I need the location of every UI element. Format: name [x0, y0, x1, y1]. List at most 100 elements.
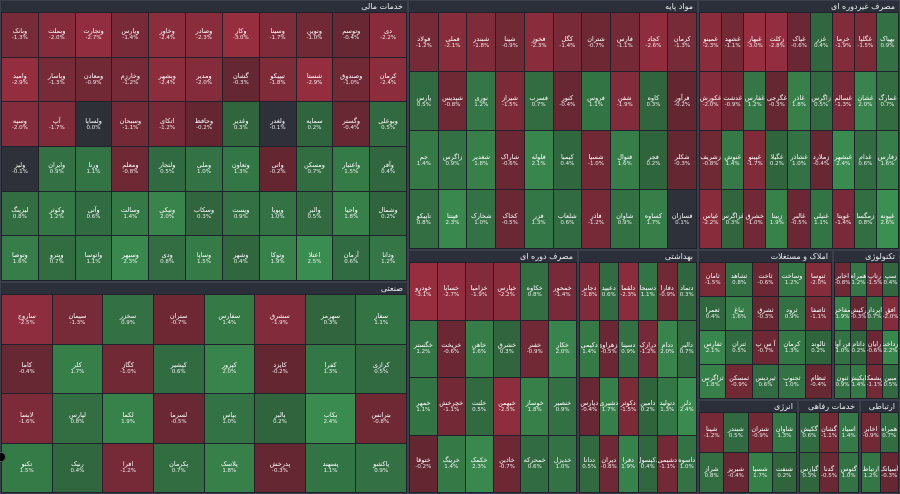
stock-tile[interactable]: دیران -0.8% [599, 435, 618, 492]
stock-tile[interactable]: خبهمن -2.5% [493, 378, 521, 435]
stock-tile[interactable]: خشرق 0.3% [493, 320, 521, 377]
sector-title[interactable]: املاک و مستغلات [699, 251, 832, 262]
stock-tile[interactable]: ورنا 1.1% [75, 147, 112, 191]
stock-tile[interactable]: ددانا 0.5% [580, 435, 599, 492]
stock-tile[interactable]: داتام 0.2% [851, 331, 866, 364]
stock-tile[interactable]: پدرخش -0.3% [255, 443, 305, 492]
stock-tile[interactable]: ثعمرا 0.4% [700, 297, 726, 330]
stock-tile[interactable]: ولتجار 0.5% [149, 147, 186, 191]
stock-tile[interactable]: اخابر -0.8% [835, 263, 850, 296]
stock-tile[interactable]: خشرق -1.0% [744, 190, 766, 248]
stock-tile[interactable]: وپترو 0.7% [38, 236, 75, 280]
stock-tile[interactable]: پرداخت2.2% [883, 331, 898, 364]
stock-tile[interactable]: ثنظام -0.4% [805, 365, 831, 398]
stock-tile[interactable]: غشاذر 1.0% [788, 131, 810, 189]
stock-tile[interactable]: کساوه 1.7% [639, 190, 668, 248]
stock-tile[interactable]: فپنتا 2.3% [438, 190, 467, 248]
stock-tile[interactable]: خنصیر 0.9% [549, 378, 576, 435]
stock-tile[interactable]: واتی -0.2% [259, 147, 296, 191]
stock-tile[interactable]: دکیمی 1.4% [580, 320, 599, 377]
stock-tile[interactable]: غگیلا 0.2% [766, 131, 788, 189]
stock-tile[interactable]: ددام 2.0% [658, 320, 677, 377]
scroll-dot-icon[interactable] [0, 452, 6, 462]
stock-tile[interactable]: وملی 1.0% [186, 147, 222, 191]
stock-tile[interactable]: خساپا -2.7% [437, 263, 465, 320]
stock-tile[interactable]: وبانک -1.3% [2, 13, 38, 57]
stock-tile[interactable]: شلعاب 0.6% [553, 190, 582, 248]
stock-tile[interactable]: آ س پ -0.7% [752, 331, 779, 364]
stock-tile[interactable]: سپ 0.4% [883, 263, 898, 296]
sector-title[interactable]: خدمات رفاهی [799, 401, 859, 412]
stock-tile[interactable]: ریشمک-1.1% [867, 365, 882, 398]
stock-tile[interactable]: شتران -0.7% [582, 13, 610, 71]
stock-tile[interactable]: وسبحان -1.1% [112, 102, 149, 146]
stock-tile[interactable]: غالبر -0.5% [788, 190, 810, 248]
stock-tile[interactable]: ولیز -0.1% [2, 147, 38, 191]
stock-tile[interactable]: آرمان 0.6% [333, 236, 370, 280]
stock-tile[interactable]: وتجارت -2.7% [75, 13, 112, 57]
sector-title[interactable]: صنعتی [1, 283, 407, 294]
stock-tile[interactable]: دلر 2.4% [677, 378, 696, 435]
stock-tile[interactable]: وپارس -1.4% [112, 13, 149, 57]
stock-tile[interactable]: زملارد -0.4% [810, 131, 832, 189]
stock-tile[interactable]: وسکاب 0.3% [186, 191, 222, 236]
stock-tile[interactable]: خکاوه 0.8% [521, 263, 549, 320]
stock-tile[interactable]: خلنت 0.5% [465, 378, 493, 435]
stock-tile[interactable]: واعتبار 1.5% [333, 147, 370, 191]
stock-tile[interactable]: خدیزل 1.0% [549, 435, 576, 492]
stock-tile[interactable]: وصادر -2.3% [186, 13, 222, 57]
stock-tile[interactable]: وبملت -2.0% [38, 13, 75, 57]
stock-tile[interactable]: خریخت -0.6% [437, 320, 465, 377]
stock-tile[interactable]: وصندوق -1.0% [333, 57, 370, 102]
stock-tile[interactable]: وشهر 0.4% [222, 236, 259, 280]
stock-tile[interactable]: لسرما -0.5% [153, 394, 204, 443]
stock-tile[interactable]: وتوسم -0.4% [333, 13, 370, 57]
stock-tile[interactable]: آسیاتک -0.3% [880, 453, 898, 492]
stock-tile[interactable]: خمحرکه 0.6% [521, 435, 549, 492]
stock-tile[interactable]: دشیمی -1.1% [658, 435, 677, 492]
stock-tile[interactable]: سهرمز 0.3% [305, 295, 356, 344]
stock-tile[interactable]: شاوان 1.3% [772, 413, 796, 452]
stock-tile[interactable]: غفارس 1.2% [744, 72, 766, 130]
stock-tile[interactable]: وتوصا 1.6% [2, 236, 38, 280]
stock-tile[interactable]: لکما 1.9% [103, 394, 153, 443]
stock-tile[interactable]: گکیش 0.6% [800, 413, 819, 452]
stock-tile[interactable]: کگل -1.4% [553, 13, 582, 71]
stock-tile[interactable]: سشرق -1.9% [255, 295, 305, 344]
stock-tile[interactable]: خوساز 1.8% [521, 378, 549, 435]
stock-tile[interactable]: وبوعلی 0.5% [370, 102, 406, 146]
stock-tile[interactable]: دکپسول0.4% [638, 435, 657, 492]
stock-tile[interactable]: شاراک -0.6% [496, 131, 524, 189]
stock-tile[interactable]: گپارس 0.3% [800, 453, 819, 492]
stock-tile[interactable]: وامید -2.9% [2, 57, 38, 102]
stock-tile[interactable]: پاکشو 0.9% [356, 443, 406, 492]
stock-tile[interactable]: افرا -1.2% [103, 443, 153, 492]
stock-tile[interactable]: ومعادن -0.9% [75, 57, 112, 102]
stock-tile[interactable]: پسهند 1.1% [305, 443, 356, 492]
sector-panel[interactable]: خدمات رفاهی گکیش 0.6% گشان -1.1% اسیاد 1.4% گپا… [798, 400, 860, 494]
stock-tile[interactable]: غپینو -1.7% [744, 131, 766, 189]
stock-tile[interactable]: واتوسا 1.1% [75, 236, 112, 280]
stock-tile[interactable]: وآتی 0.6% [75, 191, 112, 236]
stock-tile[interactable]: زفارس 1.6% [876, 131, 898, 189]
stock-tile[interactable]: لیزینگ 0.8% [2, 191, 38, 236]
stock-tile[interactable]: شپنا -1.2% [700, 413, 724, 452]
stock-tile[interactable]: دتماد 0.3% [677, 263, 696, 320]
stock-tile[interactable]: غنیلی 1.1% [810, 190, 832, 248]
stock-tile[interactable]: ثامان -1.5% [700, 263, 726, 296]
stock-tile[interactable]: دفارا -0.9% [658, 263, 677, 320]
stock-tile[interactable]: داسوه 1.0% [677, 435, 696, 492]
stock-tile[interactable]: وایران 0.9% [38, 147, 75, 191]
stock-tile[interactable]: گشان -1.1% [819, 413, 839, 452]
stock-tile[interactable]: غاذر 1.8% [788, 72, 810, 130]
stock-tile[interactable]: ثاصفا -1.1% [805, 297, 831, 330]
stock-tile[interactable]: فارس -1.1% [610, 13, 639, 71]
stock-tile[interactable]: وپست 0.9% [222, 191, 259, 236]
stock-tile[interactable]: کخاک -0.5% [496, 190, 524, 248]
stock-tile[interactable]: درازک -1.2% [638, 320, 657, 377]
stock-tile[interactable]: ثاخت -0.6% [752, 263, 779, 296]
stock-tile[interactable]: زکلت -2.8% [766, 13, 788, 71]
stock-tile[interactable]: ونیکی 2.0% [149, 191, 186, 236]
stock-tile[interactable]: شبندر -1.8% [467, 13, 496, 71]
stock-tile[interactable]: شکلر -0.3% [668, 131, 696, 189]
